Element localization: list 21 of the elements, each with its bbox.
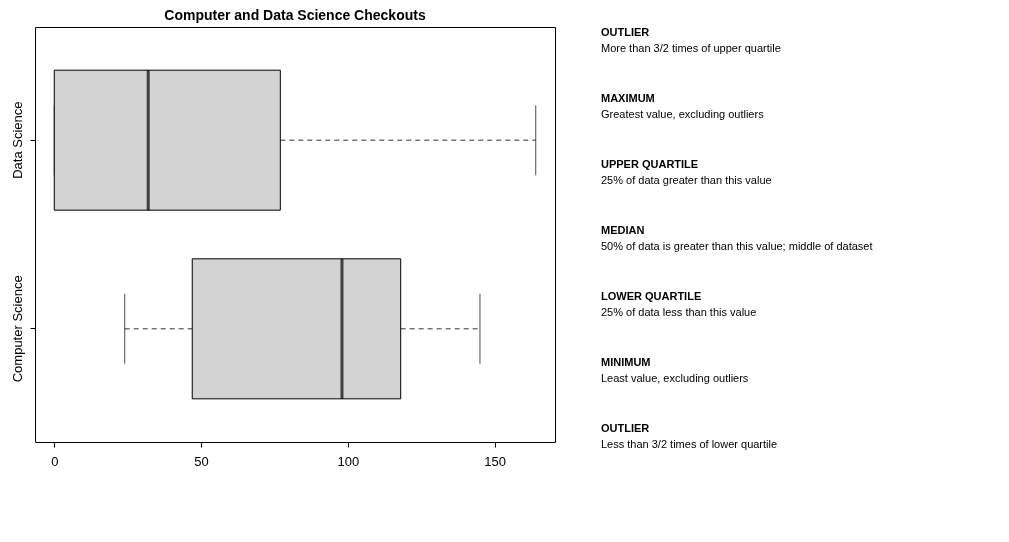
text: Least value, excluding outliers [601, 372, 749, 384]
text: UPPER QUARTILE [601, 158, 699, 170]
text: 50% of data is greater than this value; middle of dataset [601, 240, 873, 252]
text: Greatest value, excluding outliers [601, 108, 765, 120]
text: More than 3/2 times of upper quartile [601, 42, 781, 54]
text: LOWER QUARTILE [601, 290, 702, 302]
y-tick-label: Data Science [9, 101, 25, 179]
x-tick-label: 100 [337, 453, 360, 469]
chart-title: Computer and Data Science Checkouts [164, 7, 426, 23]
text: 25% of data greater than this value [601, 174, 772, 186]
y-tick-label: Computer Science [9, 275, 25, 383]
x-tick-label: 150 [484, 453, 506, 469]
x-tick-label: 50 [194, 453, 209, 469]
text: Less than 3/2 times of lower quartile [601, 438, 778, 450]
text: OUTLIER [601, 26, 650, 38]
x-tick-label: 0 [51, 453, 59, 469]
text: OUTLIER [601, 422, 650, 434]
text: 25% of data less than this value [601, 306, 757, 318]
text: MINIMUM [601, 356, 651, 368]
text: MEDIAN [601, 224, 645, 236]
text: MAXIMUM [601, 92, 655, 104]
